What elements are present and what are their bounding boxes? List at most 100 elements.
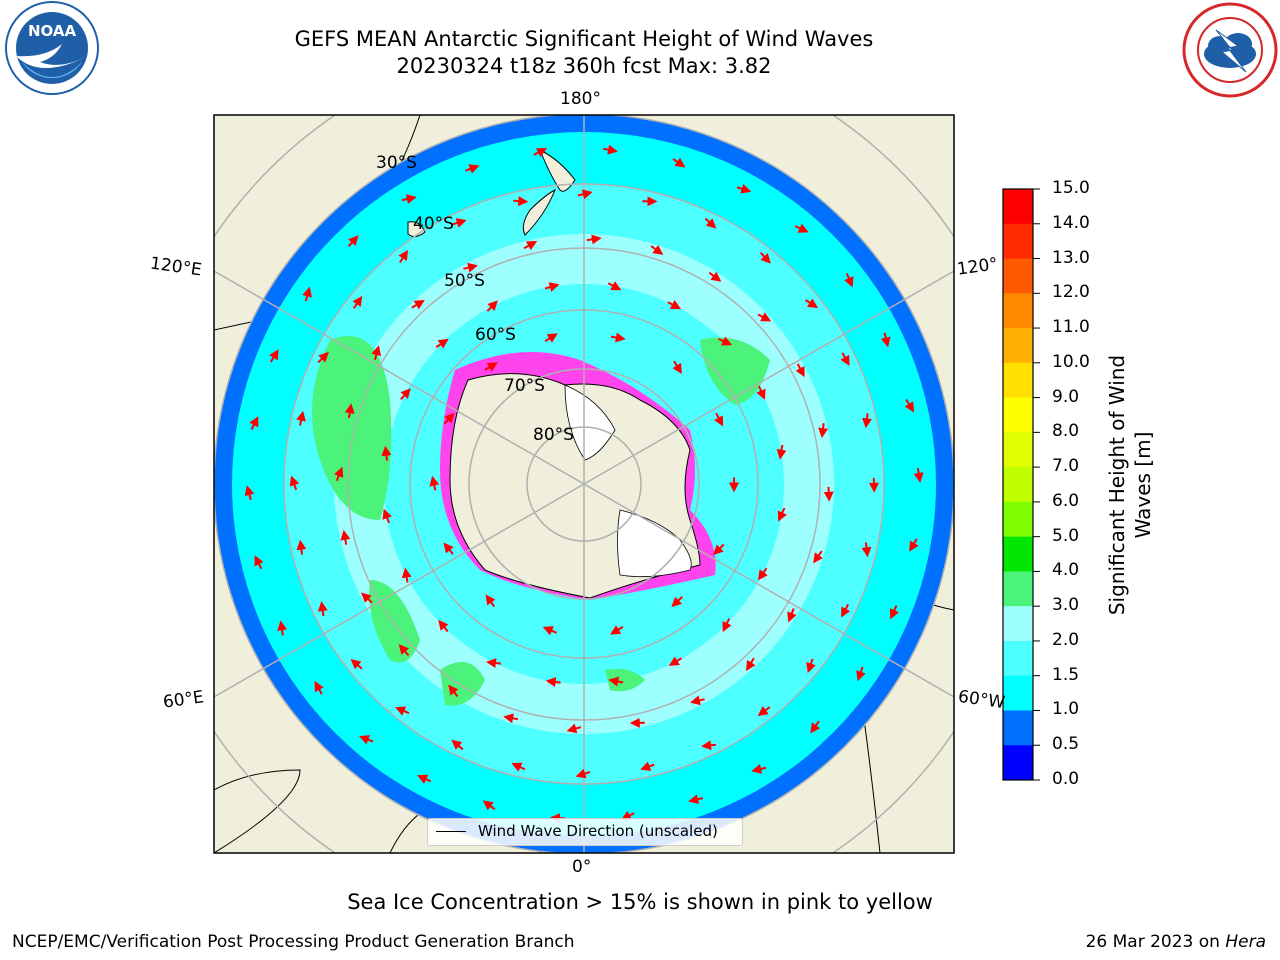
wind-wave-arrow (533, 148, 548, 158)
colorbar-tick-label: 3.0 (1052, 595, 1080, 616)
colorbar-frame (1002, 188, 1034, 781)
colorbar-tick-label: 15.0 (1052, 178, 1090, 198)
wind-wave-arrow (334, 466, 344, 482)
footer-datestamp: 26 Mar 2023 on Hera (1086, 932, 1266, 952)
map-legend: Wind Wave Direction (unscaled) (427, 818, 743, 846)
wind-wave-arrow (608, 676, 624, 687)
colorbar-tick-label: 10.0 (1052, 351, 1090, 372)
wind-wave-arrow (443, 542, 454, 555)
wind-wave-arrow (787, 608, 797, 623)
wind-wave-arrow (856, 666, 866, 682)
wind-wave-arrow (361, 592, 373, 604)
wind-wave-arrow (823, 486, 834, 502)
wind-wave-arrow (485, 594, 496, 608)
colorbar-swatch (1003, 362, 1033, 399)
colorbar-tick-label: 11.0 (1052, 317, 1090, 338)
colorbar-swatch (1003, 467, 1033, 503)
wind-wave-arrow (904, 398, 915, 413)
colorbar-tick-label: 8.0 (1052, 421, 1080, 442)
colorbar-tick-label: 1.5 (1052, 664, 1080, 685)
footer-credit: NCEP/EMC/Verification Post Processing Pr… (12, 932, 575, 952)
wind-wave-arrow (438, 619, 449, 633)
colorbar-swatch (1003, 675, 1033, 711)
wind-wave-arrow (448, 684, 459, 698)
wind-wave-arrow (577, 189, 593, 200)
wind-wave-arrow (277, 620, 288, 636)
wind-wave-arrow (314, 681, 324, 695)
wind-wave-arrow (451, 739, 464, 751)
wind-wave-arrow (607, 281, 622, 291)
wind-wave-arrow (254, 555, 264, 570)
colorbar-tick-label: 13.0 (1052, 247, 1090, 268)
colorbar-title-line1: Significant Height of Wind (1105, 354, 1129, 616)
colorbar-swatch (1003, 432, 1033, 468)
colorbar-tick-label: 2.0 (1052, 629, 1080, 650)
wind-wave-arrow (513, 196, 529, 207)
colorbar (1003, 188, 1040, 781)
wind-wave-arrow (757, 567, 768, 581)
noaa-logo-text: NOAA (28, 22, 77, 40)
wind-wave-arrow (401, 567, 412, 583)
wind-wave-arrow (511, 762, 526, 772)
wind-wave-arrow (688, 794, 704, 805)
madagascar-landmass (214, 769, 301, 853)
wind-wave-arrow (757, 312, 772, 322)
wind-wave-arrow (756, 385, 766, 400)
wind-wave-arrow (736, 184, 752, 194)
wind-wave-arrow (566, 723, 582, 734)
wind-wave-arrow (302, 286, 312, 302)
wind-wave-arrow (718, 336, 733, 346)
wind-wave-arrow (722, 618, 732, 633)
colorbar-tick-label: 1.0 (1052, 699, 1080, 720)
colorbar-swatch (1003, 189, 1033, 225)
wind-wave-arrow (672, 360, 682, 375)
lat-label-40s: 40°S (413, 214, 454, 234)
lat-label-80s: 80°S (533, 425, 574, 445)
wind-wave-arrow (610, 332, 626, 343)
wind-wave-arrow (862, 413, 872, 429)
wind-wave-arrow (713, 543, 725, 555)
wind-wave-arrow (400, 388, 411, 400)
wind-wave-arrow (586, 234, 602, 245)
wind-wave-arrow (844, 273, 854, 288)
colorbar-swatch (1003, 223, 1033, 260)
colorbar-tick-label: 7.0 (1052, 456, 1080, 477)
wind-wave-arrow (751, 764, 767, 774)
wind-wave-arrow (359, 735, 374, 745)
colorbar-tick-label: 4.0 (1052, 560, 1080, 581)
wind-wave-arrow (371, 345, 382, 361)
wind-wave-arrow (482, 800, 496, 811)
map-caption: Sea Ice Concentration > 15% is shown in … (347, 890, 933, 914)
ronne-ice-shelf (617, 509, 692, 578)
colorbar-tick-label: 14.0 (1052, 212, 1090, 233)
wind-wave-arrow (344, 403, 355, 419)
chart-subtitle: 20230324 t18z 360h fcst Max: 3.82 (396, 54, 772, 78)
wind-wave-arrow (296, 539, 307, 555)
wind-wave-arrows (244, 144, 924, 824)
colorbar-tick-label: 12.0 (1052, 282, 1090, 303)
wind-wave-arrow (913, 467, 924, 483)
wind-wave-arrow (690, 695, 705, 706)
wind-wave-arrow (861, 542, 872, 558)
wind-wave-arrow (544, 333, 558, 343)
noaa-logo-icon: NOAA (5, 1, 99, 95)
wind-wave-arrow (575, 768, 591, 779)
wind-wave-arrow (640, 761, 655, 771)
wind-wave-arrow (350, 658, 363, 670)
wind-wave-arrow (804, 298, 819, 308)
colorbar-tick-label: 9.0 (1052, 386, 1080, 407)
colorbar-swatch (1003, 606, 1033, 642)
wind-wave-arrow (411, 299, 425, 310)
lon-label-180: 180° (560, 89, 601, 109)
wind-wave-arrow (806, 658, 816, 674)
legend-line-swatch (436, 831, 466, 832)
wind-wave-arrow (776, 444, 787, 460)
wind-wave-arrow (398, 644, 410, 657)
wind-wave-arrow (523, 241, 538, 251)
wind-wave-arrow (889, 605, 899, 620)
wind-wave-arrow (810, 720, 821, 734)
footer-machine: Hera (1225, 932, 1266, 952)
wind-wave-arrow (544, 282, 560, 292)
map-frame (213, 114, 955, 854)
wind-wave-arrow (249, 416, 259, 430)
